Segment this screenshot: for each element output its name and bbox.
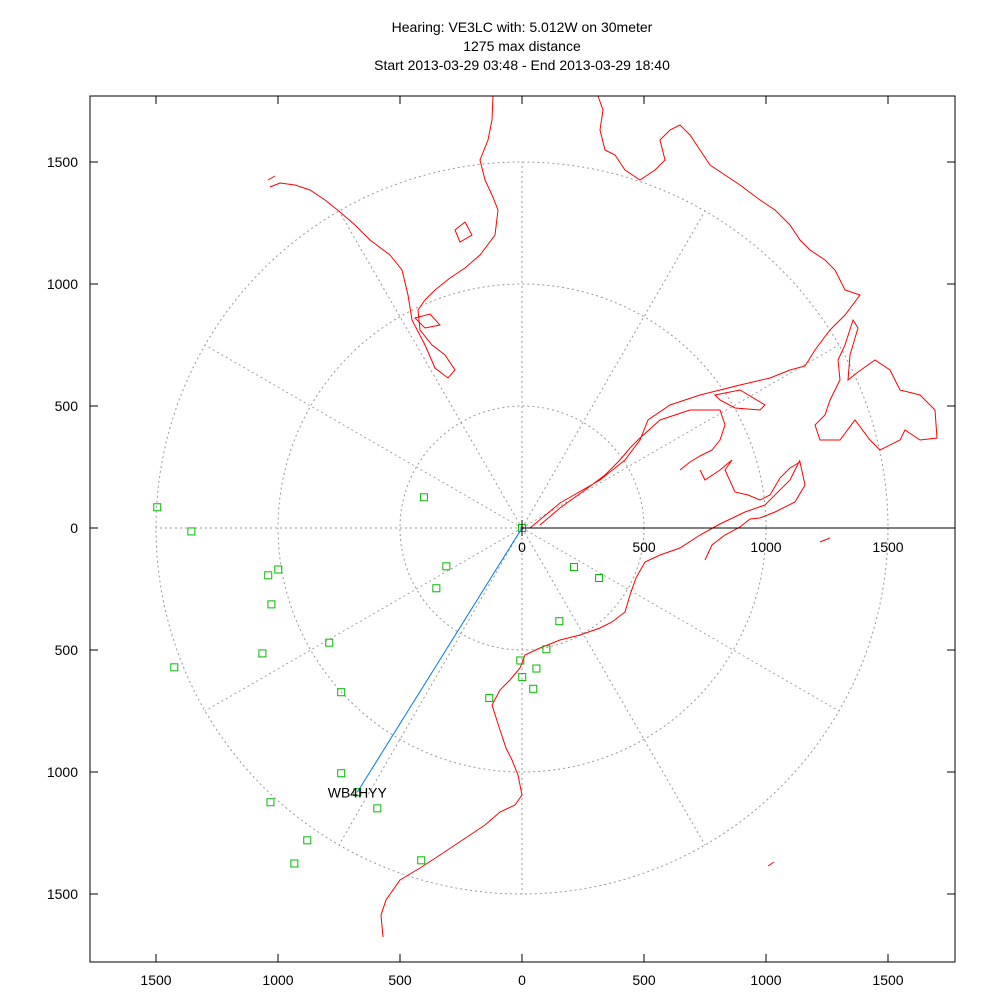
data-point	[442, 562, 451, 571]
coastline-hudson-bay	[267, 95, 499, 379]
x-tick-label: 1500	[872, 972, 903, 988]
data-point	[419, 493, 428, 502]
data-point	[267, 600, 276, 609]
data-point	[569, 563, 578, 572]
grid-spoke	[204, 527, 523, 712]
y-tick-label: 1000	[47, 764, 78, 780]
x-tick-label: 0	[518, 972, 526, 988]
grid-spoke	[521, 527, 840, 712]
data-point	[325, 638, 334, 647]
data-point	[532, 664, 541, 673]
data-point	[542, 645, 551, 654]
data-point	[485, 694, 494, 703]
x-tick-label: 1000	[262, 972, 293, 988]
coastline-newfoundland	[814, 318, 938, 451]
grid-spoke	[521, 527, 706, 846]
max-distance-line	[356, 527, 523, 793]
data-point	[432, 584, 441, 593]
points-layer	[153, 493, 604, 868]
max-distance-label: WB4HYY	[328, 784, 388, 800]
grid-spoke	[204, 344, 523, 529]
coastline-st-lawrence	[529, 95, 861, 529]
data-point	[518, 673, 527, 682]
data-point	[170, 663, 179, 672]
y-tick-label: 500	[55, 642, 79, 658]
chart-title-line-1: Hearing: VE3LC with: 5.012W on 30meter	[392, 19, 653, 35]
data-point	[555, 617, 564, 626]
y-tick-label: 1000	[47, 276, 78, 292]
y-tick-label: 500	[55, 398, 79, 414]
coastline-island	[414, 221, 473, 329]
y-tick-label: 0	[70, 520, 78, 536]
data-point	[595, 574, 604, 583]
data-point	[258, 649, 267, 658]
data-point	[264, 571, 273, 580]
data-point	[153, 503, 162, 512]
data-point	[529, 684, 538, 693]
inner-x-tick-label: 0	[518, 539, 526, 555]
axes: 1500 1000 500 0 0 500 500 1000 1000 1500 1500 1500 1…	[47, 96, 955, 988]
coastline-anticosti	[713, 389, 766, 411]
grid-spoke	[338, 210, 523, 529]
coastline-nova-scotia	[699, 459, 806, 561]
chart-title-line-3: Start 2013-03-29 03:48 - End 2013-03-29 …	[374, 57, 670, 73]
y-tick-label: 1500	[47, 886, 78, 902]
data-point	[353, 788, 362, 797]
data-point	[337, 769, 346, 778]
inner-x-tick-label: 500	[632, 539, 656, 555]
data-point	[373, 804, 382, 813]
data-point	[290, 859, 299, 868]
x-tick-label: 500	[632, 972, 656, 988]
grid-spoke	[521, 210, 706, 529]
grid-spoke	[338, 527, 523, 846]
x-tick-label: 1500	[140, 972, 171, 988]
data-point	[417, 856, 426, 865]
data-point	[187, 527, 196, 536]
coastline-pei	[767, 537, 831, 867]
data-point	[274, 565, 283, 574]
inner-x-tick-label: 1500	[872, 539, 903, 555]
data-point	[516, 656, 525, 665]
x-tick-label: 500	[388, 972, 412, 988]
chart-title-line-2: 1275 max distance	[463, 38, 581, 54]
y-tick-label: 1500	[47, 154, 78, 170]
map-coastline	[267, 95, 938, 938]
data-point	[303, 836, 312, 845]
coastline-atlantic	[380, 459, 801, 938]
x-tick-label: 1000	[750, 972, 781, 988]
data-point	[337, 688, 346, 697]
inner-x-tick-label: 1000	[750, 539, 781, 555]
data-point	[266, 798, 275, 807]
